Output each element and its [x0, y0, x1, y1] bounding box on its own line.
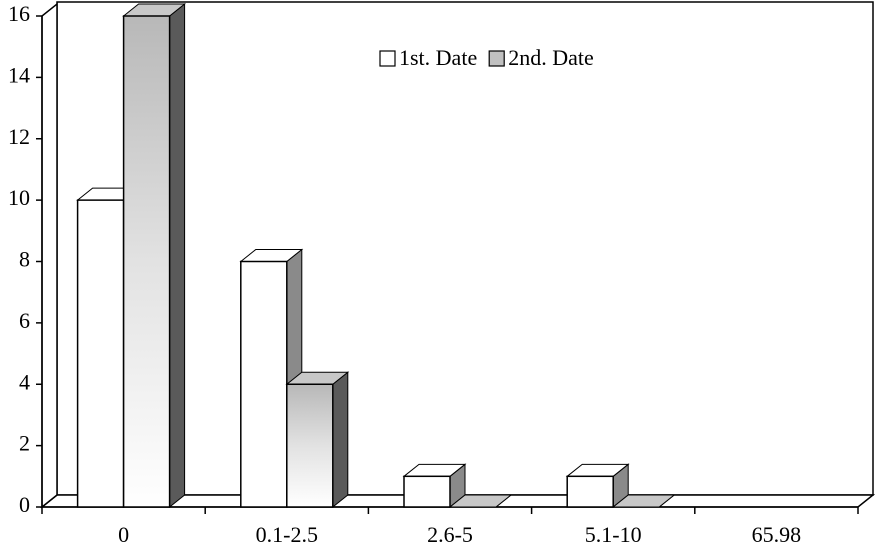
y-tick-label: 12 — [8, 124, 30, 149]
x-tick-label: 5.1-10 — [585, 522, 642, 547]
y-tick-label: 16 — [8, 1, 30, 26]
legend-label: 2nd. Date — [508, 45, 594, 70]
bar — [240, 260, 288, 508]
bar — [76, 199, 125, 508]
legend-swatch — [488, 50, 505, 67]
bar — [566, 475, 614, 508]
back-wall — [56, 1, 874, 496]
x-tick-label: 65.98 — [752, 522, 802, 547]
y-tick-label: 4 — [19, 369, 30, 394]
y-tick-label: 10 — [8, 185, 30, 210]
bar-side — [169, 2, 186, 509]
legend-label: 1st. Date — [399, 45, 477, 70]
bar-top — [611, 494, 676, 508]
y-tick-label: 2 — [19, 431, 30, 456]
bar-top — [448, 494, 513, 508]
legend-swatch — [379, 50, 396, 67]
x-tick-label: 0 — [118, 522, 129, 547]
side-wall — [41, 2, 58, 509]
bar — [122, 15, 171, 508]
bar — [286, 383, 334, 508]
y-tick-label: 6 — [19, 308, 30, 333]
x-tick-label: 2.6-5 — [427, 522, 473, 547]
bar-side — [332, 371, 349, 509]
y-tick-label: 0 — [19, 492, 30, 517]
y-tick-label: 14 — [8, 62, 30, 87]
y-tick-label: 8 — [19, 247, 30, 272]
x-tick-label: 0.1-2.5 — [256, 522, 318, 547]
bar — [403, 475, 451, 508]
